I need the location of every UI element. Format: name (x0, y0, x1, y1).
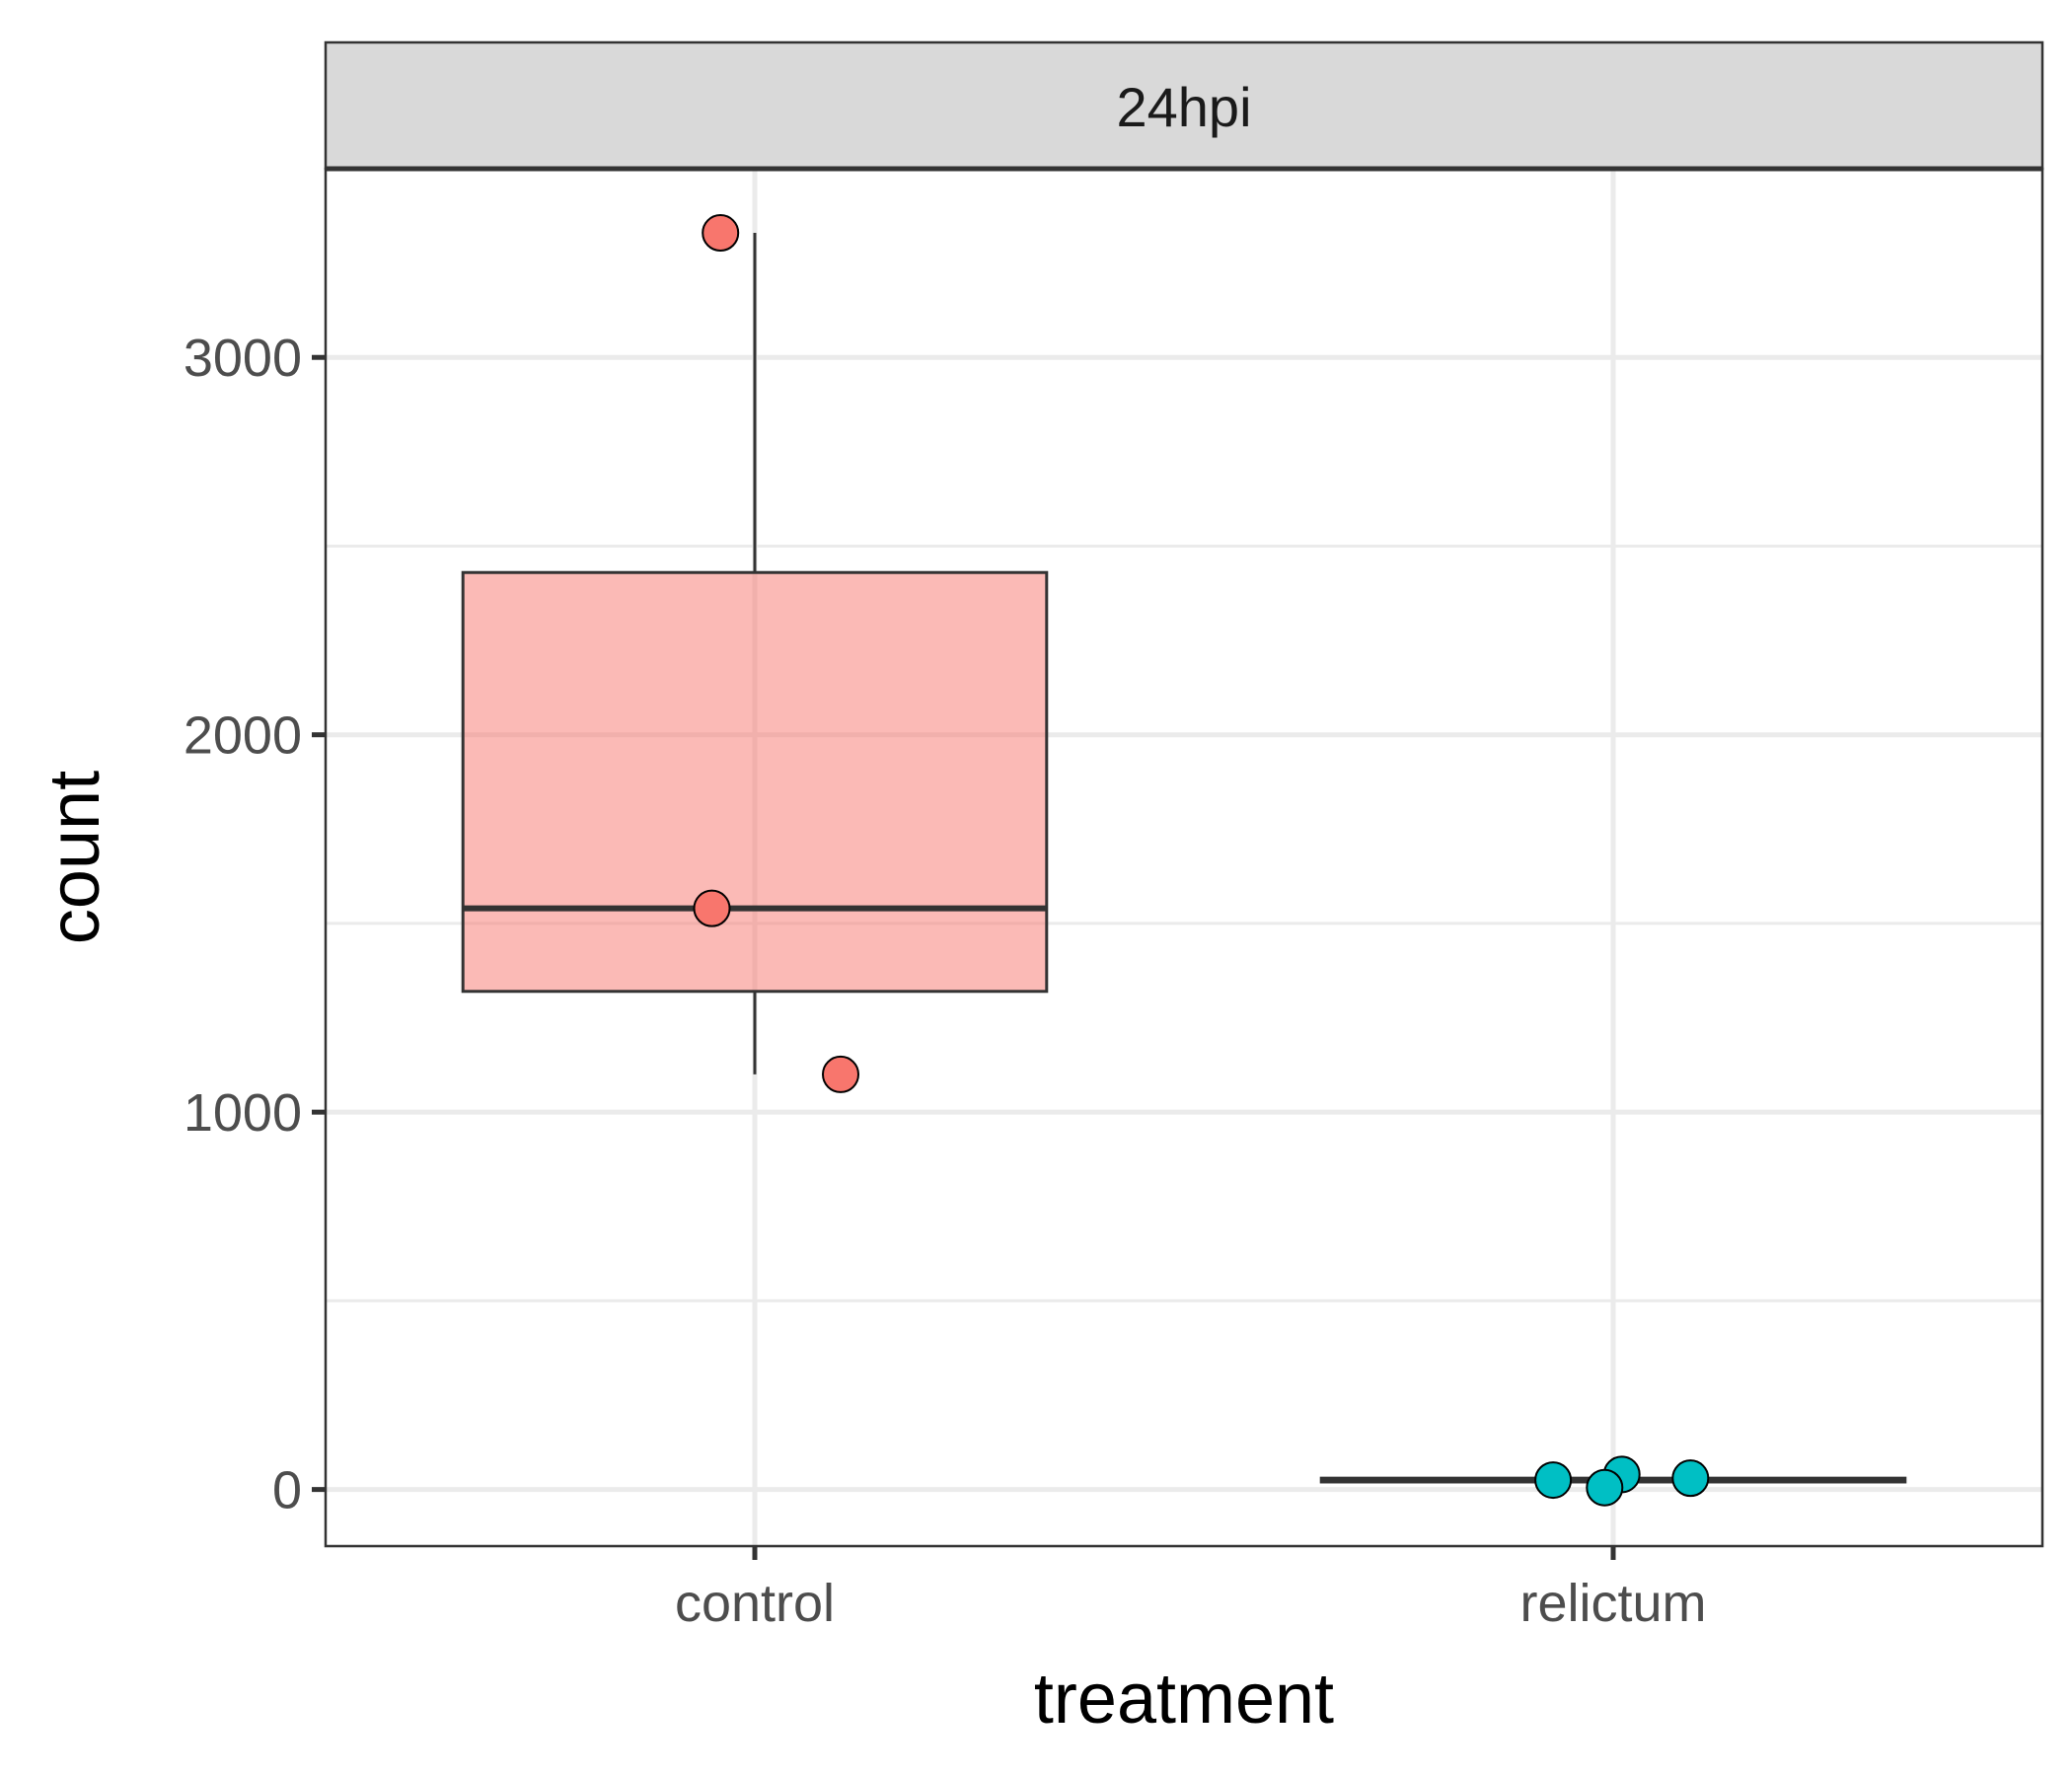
y-axis-title: count (36, 771, 114, 944)
box-control (461, 233, 1049, 1074)
point-relictum (1586, 1468, 1624, 1507)
data-points (693, 214, 1710, 1507)
y-tick-label: 1000 (184, 1083, 302, 1143)
point-relictum (1534, 1461, 1573, 1500)
box-body (461, 570, 1049, 994)
point-relictum (1671, 1459, 1710, 1498)
x-axis: control relictum (675, 1546, 1707, 1633)
x-axis-title: treatment (1034, 1660, 1334, 1739)
x-tick-label: relictum (1519, 1574, 1706, 1633)
point-control (693, 889, 731, 927)
x-tick-label: control (675, 1574, 835, 1633)
facet-strip (324, 40, 2044, 171)
boxes (461, 233, 1907, 1490)
y-axis: 0 1000 2000 3000 (184, 329, 326, 1520)
point-control (822, 1055, 859, 1093)
point-control (702, 214, 740, 253)
y-tick-label: 3000 (184, 329, 302, 388)
y-tick-label: 0 (272, 1461, 302, 1520)
facet-label: 24hpi (1116, 76, 1251, 138)
y-tick-label: 2000 (184, 706, 302, 766)
